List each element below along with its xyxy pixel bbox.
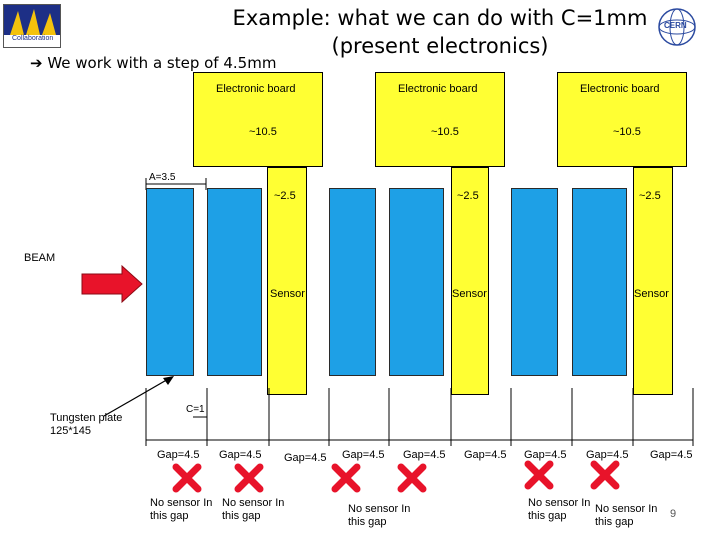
sensor-2: ~2.5 Sensor (451, 167, 489, 395)
electronic-board-2-dim: ~10.5 (431, 126, 459, 138)
no-sensor-note-4: No sensor In this gap (528, 497, 590, 523)
page-title-line2: (present electronics) (331, 34, 549, 58)
red-cross-icon-3 (331, 463, 361, 493)
gap-label-3: Gap=4.5 (284, 452, 327, 464)
dimension-c-label: C=1 (186, 404, 205, 415)
red-cross-icon-5 (524, 460, 554, 490)
no-sensor-note-4-line2: this gap (528, 510, 567, 522)
gap-label-1: Gap=4.5 (157, 449, 200, 461)
dimension-c-line (193, 416, 207, 418)
no-sensor-note-3-line1: No sensor In (348, 503, 411, 515)
sensor-2-label: Sensor (452, 288, 487, 300)
calice-logo: Collaboration (3, 4, 61, 48)
no-sensor-note-1-line2: this gap (150, 510, 189, 522)
gap-label-2: Gap=4.5 (219, 449, 262, 461)
electronic-board-2: Electronic board ~10.5 (375, 72, 505, 167)
no-sensor-note-2: No sensor In this gap (222, 497, 284, 523)
page-title: Example: what we can do with C=1mm (pres… (210, 4, 670, 60)
sensor-3-label: Sensor (634, 288, 669, 300)
tungsten-plate-6 (572, 188, 627, 376)
sensor-3: ~2.5 Sensor (633, 167, 673, 395)
cern-logo: CERN (656, 6, 698, 48)
red-cross-icon-2 (234, 463, 264, 493)
no-sensor-note-5-line2: this gap (595, 516, 634, 528)
gap-label-4: Gap=4.5 (342, 449, 385, 461)
gap-dimension-lines (145, 388, 694, 446)
sensor-2-dim: ~2.5 (457, 190, 479, 202)
gap-label-7: Gap=4.5 (524, 449, 567, 461)
tungsten-plate-1 (146, 188, 194, 376)
tungsten-plate-3 (329, 188, 376, 376)
gap-label-5: Gap=4.5 (403, 449, 446, 461)
tungsten-plate-2 (207, 188, 262, 376)
electronic-board-3-label: Electronic board (580, 83, 660, 95)
electronic-board-1-label: Electronic board (216, 83, 296, 95)
page-number: 9 (670, 508, 677, 520)
no-sensor-note-3-line2: this gap (348, 516, 387, 528)
red-cross-icon-1 (172, 463, 202, 493)
electronic-board-3: Electronic board ~10.5 (557, 72, 687, 167)
calice-logo-graphic (4, 5, 60, 47)
red-cross-icon-6 (590, 460, 620, 490)
tungsten-pointer-arrow (103, 376, 174, 417)
step-subtitle-text: We work with a step of 4.5mm (47, 54, 277, 72)
no-sensor-note-3: No sensor In this gap (348, 503, 410, 529)
tungsten-label-line2: 125*145 (50, 425, 91, 437)
tungsten-plate-4 (389, 188, 444, 376)
no-sensor-note-4-line1: No sensor In (528, 497, 591, 509)
dimension-a-label: A=3.5 (149, 172, 176, 183)
gap-label-8: Gap=4.5 (586, 449, 629, 461)
no-sensor-note-2-line1: No sensor In (222, 497, 285, 509)
electronic-board-3-dim: ~10.5 (613, 126, 641, 138)
sensor-1: ~2.5 Sensor (267, 167, 307, 395)
tungsten-label-line1: Tungsten plate (50, 412, 123, 424)
no-sensor-note-5: No sensor In this gap (595, 503, 657, 529)
sensor-3-dim: ~2.5 (639, 190, 661, 202)
no-sensor-note-1: No sensor In this gap (150, 497, 212, 523)
tungsten-plate-5 (511, 188, 558, 376)
step-subtitle: ➔ We work with a step of 4.5mm (30, 54, 276, 72)
sensor-1-label: Sensor (270, 288, 305, 300)
cern-logo-graphic (658, 8, 696, 46)
arrow-right-icon: ➔ (30, 54, 48, 72)
no-sensor-note-5-line1: No sensor In (595, 503, 658, 515)
page-title-line1: Example: what we can do with C=1mm (232, 6, 648, 30)
no-sensor-note-2-line2: this gap (222, 510, 261, 522)
tungsten-label: Tungsten plate 125*145 (50, 412, 122, 438)
electronic-board-1-dim: ~10.5 (249, 126, 277, 138)
gap-label-6: Gap=4.5 (464, 449, 507, 461)
beam-arrow-icon (81, 264, 143, 304)
no-sensor-note-1-line1: No sensor In (150, 497, 213, 509)
red-cross-icon-4 (397, 463, 427, 493)
beam-label: BEAM (24, 252, 56, 264)
calice-logo-text: Collaboration (12, 35, 54, 42)
cern-logo-text: CERN (664, 21, 687, 30)
sensor-1-dim: ~2.5 (274, 190, 296, 202)
electronic-board-1: Electronic board ~10.5 (193, 72, 323, 167)
gap-label-9: Gap=4.5 (650, 449, 693, 461)
electronic-board-2-label: Electronic board (398, 83, 478, 95)
